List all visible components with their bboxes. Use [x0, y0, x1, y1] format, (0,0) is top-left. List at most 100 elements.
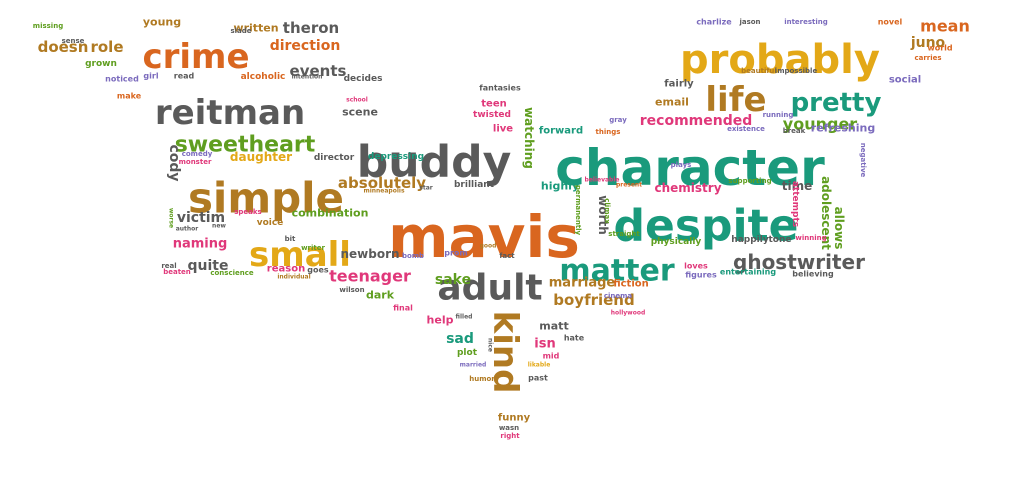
cloud-word-minneapolis: minneapolis [363, 188, 405, 195]
cloud-word-sake: sake [435, 272, 471, 288]
cloud-word-jason: jason [738, 18, 760, 26]
cloud-word-bomb: bomb [402, 252, 424, 260]
cloud-word-straight: straight [608, 230, 640, 238]
cloud-word-worth: worth [596, 195, 610, 235]
cloud-word-goes: goes [307, 266, 329, 275]
cloud-word-juno: juno [910, 35, 946, 51]
cloud-word-written: written [233, 22, 278, 35]
cloud-word-tone: tone [769, 235, 792, 245]
cloud-word-isn: isn [534, 337, 555, 352]
cloud-word-wilson: wilson [339, 286, 364, 294]
cloud-word-girl: girl [143, 72, 158, 81]
cloud-word-believable: believable [585, 177, 620, 184]
cloud-word-noticed: noticed [105, 75, 139, 84]
cloud-word-watching: watching [522, 107, 536, 169]
cloud-word-things: things [596, 128, 621, 136]
cloud-word-live: live [493, 124, 513, 135]
cloud-word-refreshing: refreshing [811, 122, 875, 135]
cloud-word-boyfriend: boyfriend [553, 291, 634, 309]
cloud-word-happily: happily [731, 235, 769, 245]
cloud-word-character: character [555, 139, 825, 197]
cloud-word-victim: victim [177, 210, 225, 226]
cloud-word-fantasies: fantasies [479, 84, 521, 93]
cloud-word-adult: adult [437, 268, 542, 309]
cloud-word-fiction: fiction [613, 279, 649, 290]
cloud-word-probably: probably [680, 37, 880, 83]
cloud-word-mavis: mavis [388, 203, 580, 271]
cloud-word-hate: hate [564, 334, 585, 343]
cloud-word-read: read [174, 72, 195, 81]
cloud-word-comedy: comedy [182, 150, 213, 158]
cloud-word-simple: simple [188, 174, 344, 223]
cloud-word-negative: negative [859, 143, 867, 178]
cloud-word-married: married [460, 362, 487, 369]
cloud-word-decides: decides [344, 74, 383, 84]
cloud-word-buddy: buddy [357, 137, 512, 188]
cloud-word-newborn: newborn [340, 247, 399, 261]
cloud-word-funny: funny [498, 413, 531, 424]
cloud-word-time: time [782, 179, 813, 193]
cloud-word-young: young [143, 16, 181, 29]
cloud-word-theron: theron [283, 19, 339, 37]
cloud-word-final: final [393, 304, 413, 313]
cloud-word-twisted: twisted [473, 110, 511, 120]
cloud-word-adolescent: adolescent [819, 176, 833, 250]
cloud-word-absolutely: absolutely [338, 174, 426, 192]
cloud-word-younger: younger [783, 115, 858, 134]
cloud-word-mean: mean [920, 17, 970, 36]
cloud-word-interesting: interesting [784, 18, 828, 26]
cloud-word-entertaining: entertaining [720, 268, 776, 277]
cloud-word-sense: sense [62, 37, 85, 45]
cloud-word-daughter: daughter [230, 150, 292, 164]
cloud-word-grown: grown [85, 59, 117, 69]
cloud-word-break: break [783, 127, 806, 135]
cloud-word-supporting: supporting [728, 177, 771, 185]
cloud-word-figures: figures [685, 271, 717, 280]
cloud-word-email: email [655, 96, 689, 109]
cloud-word-voice: voice [257, 218, 284, 228]
cloud-word-impossible: impossible [775, 67, 818, 75]
cloud-word-crime: crime [142, 37, 249, 77]
cloud-word-dark: dark [366, 289, 395, 302]
cloud-word-right: right [500, 432, 520, 440]
cloud-word-monster: monster [179, 158, 212, 166]
cloud-word-good: good [480, 243, 497, 250]
cloud-word-likable: likable [528, 362, 551, 369]
cloud-word-existence: existence [727, 125, 765, 133]
cloud-word-cinema: cinema [604, 292, 633, 300]
cloud-word-present: present [616, 182, 642, 189]
cloud-word-gray: gray [609, 116, 627, 124]
cloud-word-sad: sad [446, 331, 474, 347]
cloud-word-beaten: beaten [163, 268, 191, 276]
cloud-word-matter: matter [559, 254, 675, 289]
cloud-word-loves: loves [684, 262, 708, 271]
cloud-word-charlize: charlize [696, 18, 732, 27]
cloud-word-sweetheart: sweetheart [175, 133, 316, 158]
cloud-word-world: world [927, 44, 953, 53]
cloud-word-alcoholic: alcoholic [241, 72, 286, 82]
cloud-word-real: real [161, 262, 176, 270]
cloud-word-role: role [90, 38, 123, 56]
cloud-word-attempts: attempts [790, 181, 800, 227]
cloud-word-bit: bit [285, 235, 296, 243]
cloud-word-individual: individual [277, 274, 310, 281]
cloud-word-combination: combination [292, 207, 369, 220]
cloud-word-matt: matt [539, 320, 568, 333]
cloud-word-marriage: marriage [549, 276, 616, 291]
cloud-word-reason: reason [267, 264, 305, 275]
cloud-word-help: help [427, 314, 454, 327]
cloud-word-intention: intention [292, 74, 323, 81]
cloud-word-allows: allows [832, 207, 846, 250]
cloud-word-social: social [889, 75, 921, 86]
cloud-word-past: past [528, 374, 548, 383]
cloud-word-running: running [763, 111, 794, 119]
cloud-word-beautiful: beautiful [741, 67, 777, 75]
cloud-word-slade: slade [230, 27, 251, 35]
cloud-word-star: star [419, 185, 432, 192]
cloud-word-teenager: teenager [329, 267, 411, 286]
cloud-word-recommended: recommended [640, 113, 753, 129]
cloud-word-missing: missing [33, 22, 63, 30]
cloud-word-events: events [290, 62, 347, 80]
